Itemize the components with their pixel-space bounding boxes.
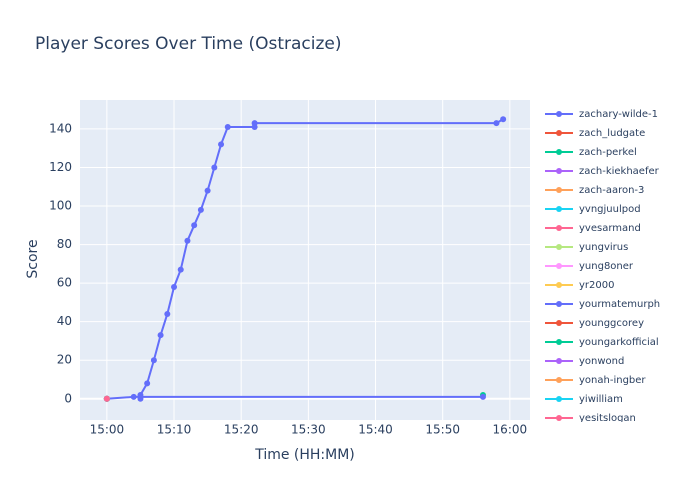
legend-marker	[556, 339, 562, 345]
legend-label: yonwond	[579, 356, 624, 367]
data-point	[144, 380, 151, 387]
y-tick-label: 140	[49, 121, 72, 135]
data-point	[191, 222, 198, 229]
data-point	[150, 357, 157, 364]
data-point	[204, 187, 211, 194]
marks	[103, 116, 507, 402]
y-tick-label: 80	[57, 237, 72, 251]
data-point	[479, 393, 486, 400]
legend-marker	[556, 263, 562, 269]
x-tick-label: 15:20	[224, 423, 259, 437]
legend-label: yvesarmand	[579, 223, 641, 234]
legend-label: zachary-wilde-1	[579, 109, 658, 120]
legend-label: zach-kiekhaefer	[579, 166, 660, 177]
data-point	[197, 206, 204, 213]
legend-label: yungvirus	[579, 242, 628, 253]
legend-marker	[556, 168, 562, 174]
legend: zachary-wilde-1 zach_ludgate zach-perkel za…	[545, 109, 660, 424]
data-point	[164, 310, 171, 317]
data-point	[251, 120, 258, 127]
legend-marker	[556, 149, 562, 155]
plot-area	[80, 100, 530, 420]
data-point	[493, 120, 500, 127]
x-tick-label: 15:50	[425, 423, 460, 437]
x-tick-label: 15:40	[358, 423, 393, 437]
legend-marker	[556, 187, 562, 193]
chart-title: Player Scores Over Time (Ostracize)	[35, 34, 342, 54]
legend-label: yesitslogan	[579, 413, 636, 424]
y-tick-label: 0	[64, 391, 72, 405]
legend-label: zach-aaron-3	[579, 185, 644, 196]
data-point	[211, 164, 218, 171]
legend-label: yourmatemurph	[579, 299, 660, 310]
legend-label: youngarkofficial	[579, 337, 659, 348]
data-point	[171, 283, 178, 290]
legend-marker	[556, 396, 562, 402]
y-axis-label: Score	[25, 239, 41, 278]
y-tick-label: 120	[49, 160, 72, 174]
legend-marker	[556, 358, 562, 364]
x-tick-label: 15:10	[157, 423, 192, 437]
data-point	[103, 395, 110, 402]
y-tick-label: 100	[49, 199, 72, 213]
legend-marker	[556, 301, 562, 307]
data-point	[500, 116, 507, 123]
legend-label: yiwilliam	[579, 394, 623, 405]
legend-label: yung8oner	[579, 261, 634, 272]
data-point	[130, 393, 137, 400]
legend-label: zach-perkel	[579, 147, 637, 158]
legend-label: zach_ludgate	[579, 128, 645, 139]
y-tick-label: 20	[57, 353, 72, 367]
legend-marker	[556, 111, 562, 117]
grid: 0 20 40 60 80 100 120 140 15:00 15:10 15:20 15:30 15…	[49, 100, 530, 437]
y-tick-label: 60	[57, 276, 72, 290]
data-point	[177, 266, 184, 273]
legend-marker	[556, 377, 562, 383]
data-point	[218, 141, 225, 148]
data-point	[157, 332, 164, 339]
legend-marker	[556, 225, 562, 231]
legend-marker	[556, 130, 562, 136]
x-tick-label: 15:30	[291, 423, 326, 437]
legend-label: yonah-ingber	[579, 375, 646, 386]
data-point	[224, 123, 231, 130]
data-point	[184, 237, 191, 244]
legend-label: yr2000	[579, 280, 614, 291]
legend-label: yvngjuulpod	[579, 204, 641, 215]
x-tick-label: 15:00	[90, 423, 125, 437]
legend-marker	[556, 415, 562, 421]
legend-marker	[556, 206, 562, 212]
legend-marker	[556, 244, 562, 250]
legend-label: younggcorey	[579, 318, 644, 329]
legend-marker	[556, 282, 562, 288]
y-tick-label: 40	[57, 314, 72, 328]
legend-marker	[556, 320, 562, 326]
x-tick-label: 16:00	[493, 423, 528, 437]
x-axis-label: Time (HH:MM)	[254, 447, 355, 463]
